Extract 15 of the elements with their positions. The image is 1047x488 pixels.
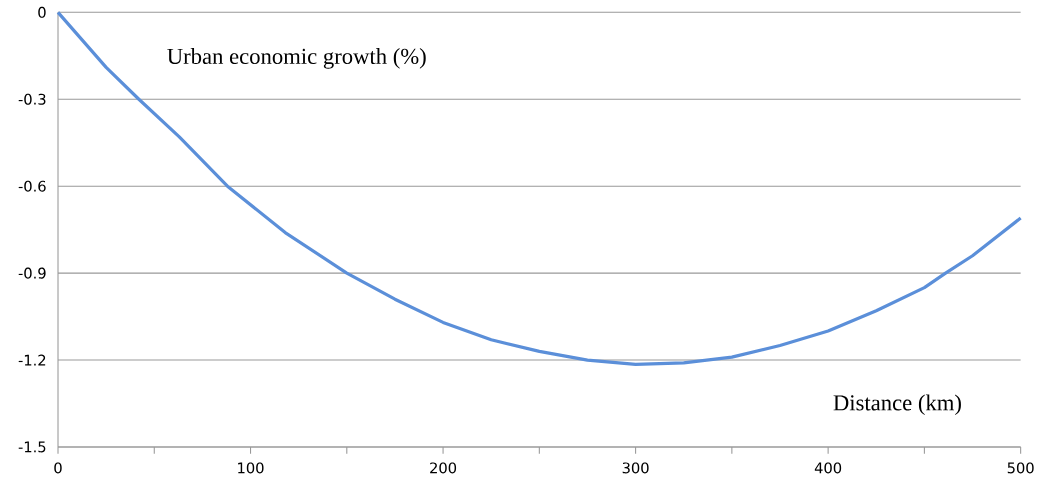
y-tick-label: -0.6: [18, 180, 46, 192]
x-axis-title: Distance (km): [833, 394, 961, 416]
y-axis-title: Urban economic growth (%): [167, 48, 426, 69]
x-tick-label: 400: [814, 462, 842, 474]
y-tick-label: -0.3: [18, 93, 46, 105]
line-series: [56, 10, 1023, 366]
y-tick-label: 0: [38, 6, 46, 18]
x-tick-label: 300: [622, 462, 649, 474]
x-tick-label: 200: [430, 462, 457, 474]
x-tick-label: 500: [1007, 462, 1034, 474]
y-tick-label: -1.5: [18, 441, 46, 453]
y-tick-label: -1.2: [18, 354, 46, 366]
x-tick-label: 100: [238, 462, 264, 474]
y-tick-label: -0.9: [18, 267, 46, 279]
x-tick-label: 0: [54, 462, 62, 474]
